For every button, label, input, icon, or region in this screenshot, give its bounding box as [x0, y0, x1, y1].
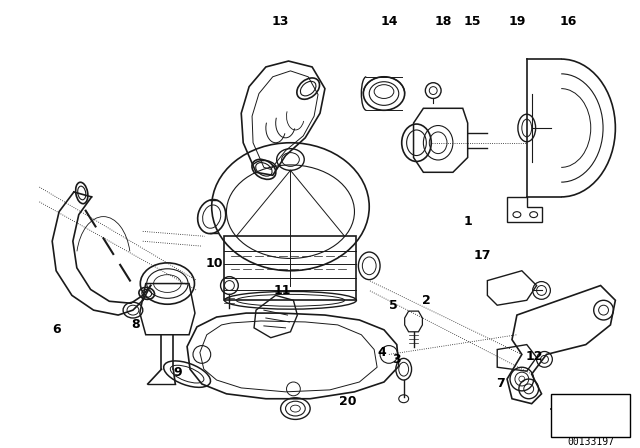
Text: 13: 13 — [272, 15, 289, 28]
Text: 14: 14 — [380, 15, 397, 28]
Text: 16: 16 — [559, 15, 577, 28]
Text: 8: 8 — [132, 319, 140, 332]
Polygon shape — [554, 412, 623, 429]
Text: 5: 5 — [390, 299, 398, 312]
Text: 17: 17 — [474, 250, 492, 263]
Text: 00133197: 00133197 — [567, 437, 614, 447]
Text: 19: 19 — [508, 15, 525, 28]
Text: 12: 12 — [526, 350, 543, 363]
Text: 1: 1 — [463, 215, 472, 228]
Text: 9: 9 — [173, 366, 182, 379]
Text: 15: 15 — [464, 15, 481, 28]
Text: 7: 7 — [496, 378, 504, 391]
Text: 6: 6 — [52, 323, 60, 336]
Polygon shape — [561, 414, 620, 427]
Text: 20: 20 — [339, 395, 356, 408]
Text: 11: 11 — [274, 284, 291, 297]
Bar — [552, 394, 630, 437]
Text: 3: 3 — [392, 353, 401, 366]
Text: 4: 4 — [378, 346, 387, 359]
Text: 10: 10 — [206, 257, 223, 270]
Text: 2: 2 — [422, 294, 431, 307]
Text: 18: 18 — [435, 15, 452, 28]
